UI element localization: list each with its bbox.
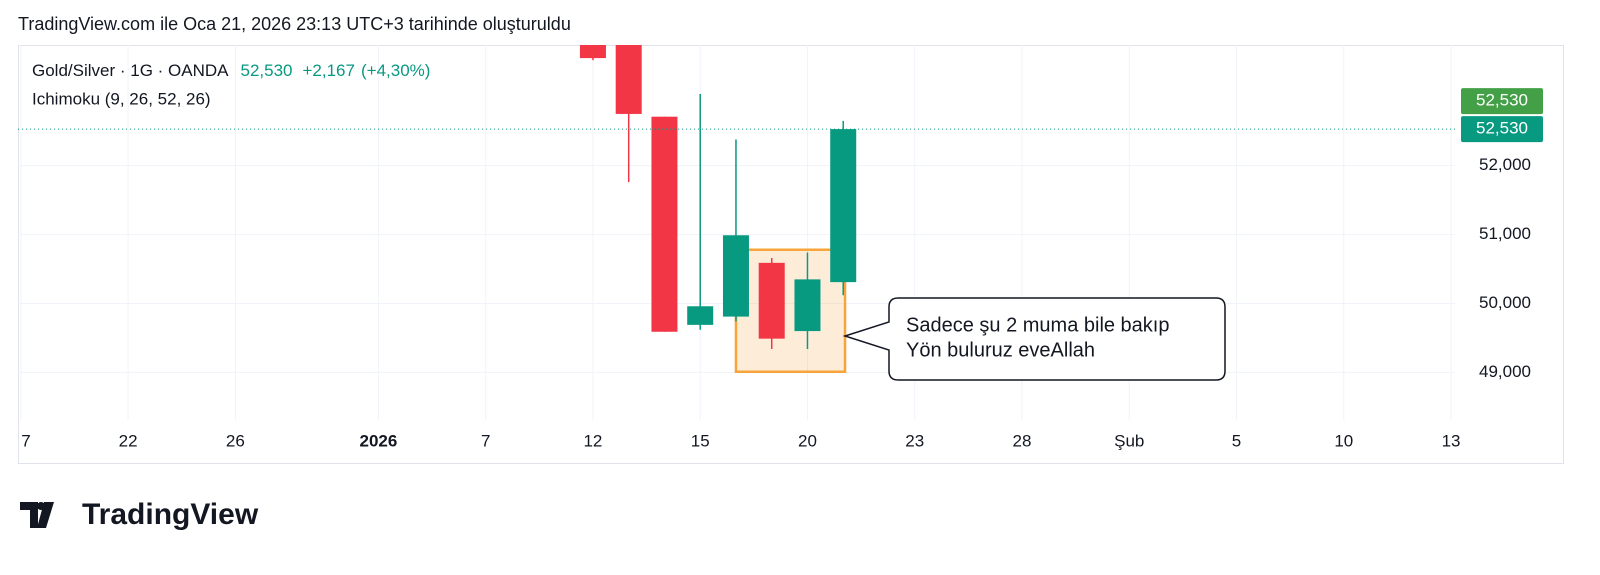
callout-text: Sadece şu 2 muma bile bakıp xyxy=(906,314,1170,336)
snapshot-caption: TradingView.com ile Oca 21, 2026 23:13 U… xyxy=(18,14,571,34)
candle-body xyxy=(579,45,606,59)
candle-body xyxy=(830,129,857,283)
price-tag xyxy=(1461,88,1543,115)
x-tick-label: 20 xyxy=(798,431,817,450)
y-tick-label: 51,000 xyxy=(1479,224,1531,243)
candle-body xyxy=(794,279,821,332)
plot-area xyxy=(18,45,1455,373)
change-pct: (+4,30%) xyxy=(361,61,430,80)
price: 52,530 xyxy=(241,61,293,80)
logo-icon xyxy=(20,502,54,528)
candle-body xyxy=(651,116,678,332)
candle-body xyxy=(615,45,642,114)
price-tag-label: 52,530 xyxy=(1476,119,1528,138)
y-tick-label: 49,000 xyxy=(1479,362,1531,381)
y-tick-label: 50,000 xyxy=(1479,293,1531,312)
callout: Sadece şu 2 muma bile bakıp Yön buluruz … xyxy=(842,297,1226,381)
highlight-box xyxy=(734,248,847,373)
logo: TradingView xyxy=(20,498,259,531)
price-tag xyxy=(1461,116,1543,143)
x-tick-label: 12 xyxy=(583,431,602,450)
callout-text: Yön buluruz eveAllah xyxy=(906,339,1095,361)
x-tick-label: 10 xyxy=(1334,431,1353,450)
candle-body xyxy=(758,262,785,339)
legend-line: Gold/Silver · 1G · OANDA 52,530 +2,167 (+4,… xyxy=(32,61,430,80)
x-tick-label: 28 xyxy=(1013,431,1032,450)
x-tick-label: 7 xyxy=(481,431,490,450)
symbol: Gold/Silver · 1G · OANDA xyxy=(32,61,229,80)
x-tick-label: 5 xyxy=(1232,431,1241,450)
x-tick-label: 26 xyxy=(226,431,245,450)
x-tick-label: 2026 xyxy=(359,431,397,450)
x-tick-label: 22 xyxy=(119,431,138,450)
chart-frame xyxy=(18,45,1564,464)
x-tick-label: 23 xyxy=(905,431,924,450)
price-tag-label: 52,530 xyxy=(1476,91,1528,110)
x-tick-label: 13 xyxy=(1442,431,1461,450)
candle-body xyxy=(687,306,714,325)
y-tick-label: 52,000 xyxy=(1479,155,1531,174)
logo-dot xyxy=(37,502,45,510)
logo-text: TradingView xyxy=(82,498,259,531)
indicator: Ichimoku (9, 26, 52, 26) xyxy=(32,89,211,108)
x-tick-label: 7 xyxy=(21,431,30,450)
candle-body xyxy=(722,235,749,317)
x-tick-label: Şub xyxy=(1114,431,1144,450)
axes: 49,000 50,000 51,000 52,000 7 22 26 2026 7 12 15 20… xyxy=(21,88,1543,450)
callout-box xyxy=(842,297,1226,381)
x-tick-label: 15 xyxy=(691,431,710,450)
change: +2,167 xyxy=(303,61,355,80)
